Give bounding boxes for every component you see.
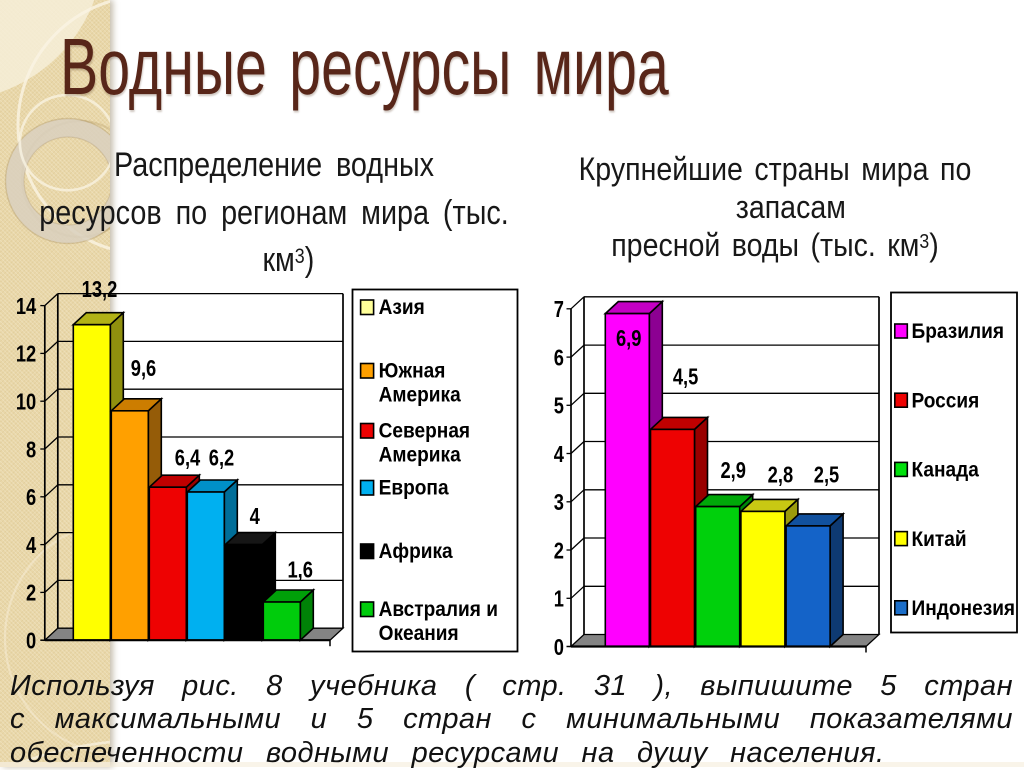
- svg-text:10: 10: [16, 389, 36, 415]
- svg-text:12: 12: [16, 342, 36, 368]
- svg-text:Европа: Европа: [379, 477, 450, 500]
- svg-text:1: 1: [554, 587, 564, 613]
- svg-text:6,9: 6,9: [616, 326, 641, 352]
- svg-text:0: 0: [26, 628, 36, 654]
- svg-text:6,4: 6,4: [175, 445, 201, 471]
- svg-text:Китай: Китай: [912, 528, 967, 551]
- svg-text:Северная: Северная: [379, 420, 470, 443]
- svg-text:4: 4: [250, 504, 260, 530]
- svg-text:4: 4: [554, 442, 564, 468]
- svg-text:Америка: Америка: [379, 384, 462, 407]
- svg-text:9,6: 9,6: [131, 356, 156, 382]
- svg-text:7: 7: [554, 297, 564, 323]
- svg-text:4,5: 4,5: [673, 364, 699, 390]
- svg-text:Америка: Америка: [379, 444, 462, 467]
- svg-text:5: 5: [554, 394, 564, 420]
- svg-text:3: 3: [554, 490, 564, 516]
- svg-text:Австралия и: Австралия и: [379, 598, 498, 621]
- svg-text:Океания: Океания: [379, 622, 459, 645]
- svg-text:Южная: Южная: [379, 360, 446, 383]
- svg-text:2: 2: [554, 538, 564, 564]
- svg-text:Азия: Азия: [379, 296, 425, 319]
- svg-text:Россия: Россия: [912, 390, 980, 413]
- svg-text:13,2: 13,2: [82, 277, 118, 303]
- svg-text:0: 0: [554, 635, 564, 661]
- svg-text:6: 6: [26, 485, 36, 511]
- svg-text:2: 2: [26, 581, 36, 607]
- svg-text:6,2: 6,2: [209, 445, 234, 471]
- svg-text:14: 14: [16, 294, 37, 320]
- svg-text:6: 6: [554, 345, 564, 371]
- svg-text:4: 4: [26, 533, 36, 559]
- svg-text:8: 8: [26, 437, 36, 463]
- svg-text:2,9: 2,9: [720, 458, 745, 484]
- svg-text:Индонезия: Индонезия: [912, 597, 1016, 620]
- svg-text:Бразилия: Бразилия: [912, 320, 1004, 343]
- svg-text:2,8: 2,8: [768, 462, 794, 488]
- svg-text:Канада: Канада: [912, 459, 980, 482]
- svg-text:2,5: 2,5: [814, 462, 840, 488]
- svg-text:Африка: Африка: [379, 540, 454, 563]
- svg-text:1,6: 1,6: [287, 558, 312, 584]
